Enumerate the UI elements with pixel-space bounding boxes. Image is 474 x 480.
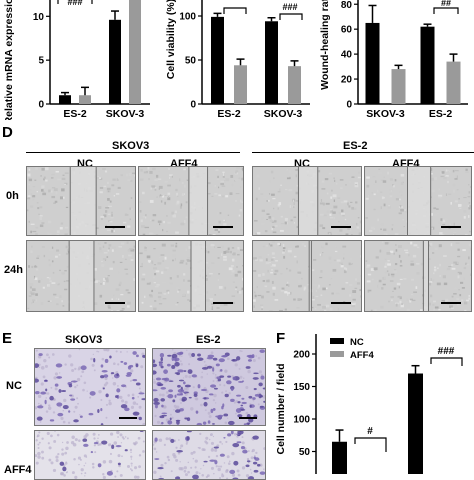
significance-bracket — [224, 8, 246, 14]
significance-mark: ### — [438, 346, 455, 357]
bar-nc-skov-3 — [265, 21, 278, 104]
bar-aff4-skov-3 — [392, 69, 406, 104]
bar-aff4-skov-3 — [129, 0, 141, 104]
wound-image-skov3-nc-0h — [26, 166, 136, 236]
wound-image-skov3-nc-24h — [26, 240, 136, 312]
y-tick-label: 20 — [341, 75, 353, 86]
wound-image-es2-aff4-24h — [364, 240, 472, 312]
wound-time-24h: 24h — [4, 264, 23, 276]
transwell-cellline-es2: ES-2 — [196, 334, 220, 346]
wound-image-skov3-aff4-0h — [138, 166, 244, 236]
significance-bracket — [431, 358, 462, 366]
scale-bar — [213, 302, 233, 304]
transwell-es2-aff4 — [152, 430, 266, 480]
bar-nc-es-2 — [421, 27, 435, 104]
panel-label-d: D — [2, 124, 13, 141]
bar-nc-skov-3 — [366, 23, 380, 104]
transwell-es2-nc — [152, 348, 266, 426]
x-tick-label: ES-2 — [63, 108, 87, 120]
scale-bar — [331, 302, 351, 304]
scale-bar — [441, 226, 461, 228]
wound-time-0h: 0h — [6, 190, 19, 202]
y-tick-label: 80 — [341, 0, 353, 11]
x-tick-label: ES-2 — [429, 108, 453, 120]
bar-nc-es-2 — [408, 374, 423, 475]
wound-image-es2-nc-24h — [252, 240, 362, 312]
y-tick-label: 0 — [346, 100, 352, 111]
scale-bar — [105, 302, 125, 304]
panel-label-e: E — [2, 330, 12, 347]
transwell-skov3-nc — [34, 348, 146, 426]
y-tick-label: 0 — [190, 100, 196, 111]
y-axis-label: Cell number / field — [275, 363, 287, 454]
scale-bar — [441, 302, 461, 304]
wound-cellline-es2: ES-2 — [343, 140, 367, 152]
x-tick-label: SKOV-3 — [106, 108, 145, 120]
legend-label-aff4: AFF4 — [350, 350, 374, 361]
wound-header-line-right — [252, 152, 474, 153]
significance-bracket — [355, 438, 386, 452]
y-tick-label: 60 — [341, 25, 353, 36]
wound-image-es2-aff4-0h — [364, 166, 472, 236]
scale-bar — [213, 226, 233, 228]
chart-aff4-mrna: 0 5 10 Relative mRNA expression of AFF4 ES-2… — [0, 0, 160, 120]
significance-mark: ### — [282, 2, 297, 12]
transwell-row-aff4: AFF4 — [4, 464, 32, 476]
y-tick-label: 100 — [293, 415, 310, 426]
transwell-cellline-skov3: SKOV3 — [65, 334, 102, 346]
y-tick-label: 5 — [38, 56, 44, 67]
y-tick-label: 50 — [185, 56, 197, 67]
wound-header-line-left — [26, 152, 240, 153]
significance-mark: # — [367, 426, 373, 437]
scale-bar — [331, 226, 351, 228]
bar-aff4-es-2 — [234, 65, 247, 104]
y-axis-label: Wound-healing rate — [319, 0, 331, 90]
y-tick-label: 200 — [293, 350, 310, 361]
x-tick-label: SKOV-3 — [264, 108, 303, 120]
bar-aff4-es-2 — [447, 62, 461, 104]
y-tick-label: 10 — [33, 12, 45, 23]
y-tick-label: 150 — [293, 382, 310, 393]
legend-label-nc: NC — [350, 337, 364, 348]
y-tick-label: 100 — [179, 12, 196, 23]
bar-nc-es-2 — [59, 95, 71, 104]
x-tick-label: SKOV-3 — [366, 108, 405, 120]
significance-mark: ### — [67, 0, 82, 7]
bar-nc-es-2 — [211, 17, 224, 104]
significance-bracket — [280, 14, 302, 20]
y-tick-label: 50 — [299, 447, 311, 458]
bar-aff4-es-2 — [79, 95, 91, 104]
legend-swatch-nc — [330, 338, 344, 344]
bar-nc-skov3 — [332, 442, 347, 474]
wound-cellline-skov3: SKOV3 — [112, 140, 149, 152]
y-axis-label: Cell viability (%) — [165, 0, 177, 79]
transwell-skov3-aff4 — [34, 430, 146, 480]
significance-bracket — [434, 8, 458, 14]
y-tick-label: 40 — [341, 50, 353, 61]
bar-aff4-skov-3 — [288, 66, 301, 104]
y-tick-label: 0 — [38, 100, 44, 111]
x-tick-label: ES-2 — [217, 108, 241, 120]
transwell-row-nc: NC — [6, 380, 22, 392]
bar-nc-skov-3 — [109, 20, 121, 104]
wound-image-es2-nc-0h — [252, 166, 362, 236]
scale-bar — [105, 226, 125, 228]
chart-wound-healing-rate: 0 20 40 60 80 Wound-healing rate SKOV-3 ES-2 ## — [318, 0, 474, 120]
y-axis-label: Relative mRNA expression of AFF4 — [3, 0, 15, 120]
significance-mark: ## — [441, 0, 451, 8]
legend-swatch-aff4 — [330, 351, 344, 357]
wound-image-skov3-aff4-24h — [138, 240, 244, 312]
